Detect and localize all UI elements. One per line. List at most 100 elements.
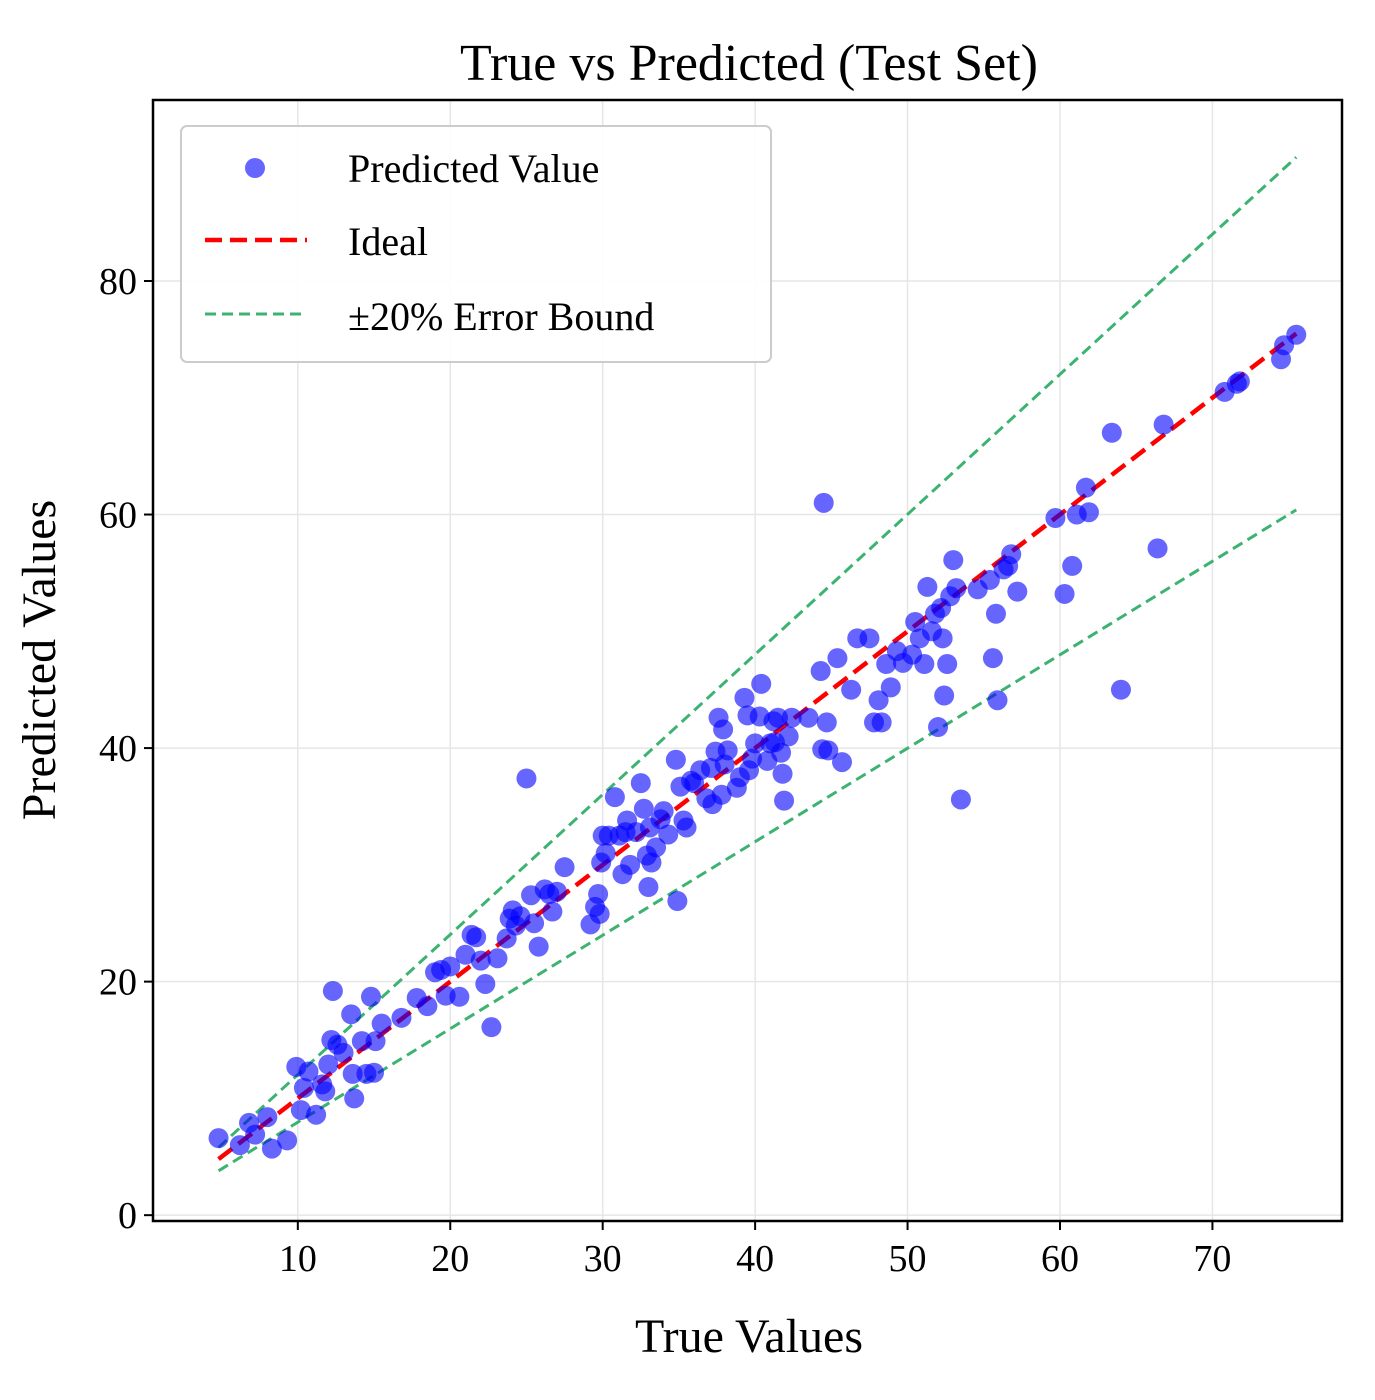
data-point bbox=[932, 628, 953, 649]
data-point bbox=[391, 1007, 412, 1028]
data-point bbox=[667, 891, 688, 912]
data-point bbox=[1147, 538, 1168, 559]
legend-label-points: Predicted Value bbox=[348, 146, 599, 191]
x-axis-label: True Values bbox=[635, 1310, 863, 1363]
data-point bbox=[257, 1107, 278, 1128]
data-point bbox=[818, 740, 839, 761]
data-point bbox=[633, 798, 654, 819]
data-point bbox=[318, 1054, 339, 1075]
data-point bbox=[641, 852, 662, 873]
data-point bbox=[371, 1013, 392, 1034]
data-point bbox=[1229, 371, 1250, 392]
data-point bbox=[1045, 508, 1066, 529]
data-point bbox=[781, 707, 802, 728]
data-point bbox=[1101, 422, 1122, 443]
data-point bbox=[298, 1061, 319, 1082]
data-point bbox=[646, 837, 667, 858]
data-point bbox=[937, 654, 958, 675]
data-point bbox=[604, 787, 625, 808]
data-point bbox=[595, 843, 616, 864]
data-point bbox=[774, 790, 795, 811]
data-point bbox=[905, 611, 926, 632]
data-point bbox=[589, 903, 610, 924]
legend-label-bound: ±20% Error Bound bbox=[348, 294, 654, 339]
data-point bbox=[588, 884, 609, 905]
data-point bbox=[315, 1081, 336, 1102]
data-point bbox=[713, 719, 734, 740]
data-point bbox=[449, 986, 470, 1007]
data-point bbox=[630, 773, 651, 794]
data-point bbox=[277, 1130, 298, 1151]
data-point bbox=[917, 576, 938, 597]
x-tick-label: 40 bbox=[736, 1238, 774, 1280]
x-tick-label: 70 bbox=[1193, 1238, 1231, 1280]
data-point bbox=[417, 996, 438, 1017]
data-point bbox=[816, 712, 837, 733]
chart-title: True vs Predicted (Test Set) bbox=[460, 35, 1038, 92]
data-point bbox=[979, 569, 1000, 590]
data-point bbox=[470, 950, 491, 971]
data-point bbox=[1007, 581, 1028, 602]
data-point bbox=[1153, 414, 1174, 435]
data-point bbox=[734, 687, 755, 708]
data-point bbox=[466, 927, 487, 948]
data-point bbox=[1286, 324, 1307, 345]
data-point bbox=[487, 948, 508, 969]
x-tick-label: 20 bbox=[431, 1238, 469, 1280]
data-point bbox=[653, 801, 674, 822]
data-point bbox=[742, 748, 763, 769]
plot-frame bbox=[151, 98, 1344, 1223]
data-point bbox=[950, 789, 971, 810]
data-point bbox=[832, 752, 853, 773]
data-point bbox=[261, 1138, 282, 1159]
data-point bbox=[1062, 555, 1083, 576]
data-point bbox=[745, 733, 766, 754]
data-point bbox=[771, 742, 792, 763]
data-point bbox=[546, 881, 567, 902]
data-point bbox=[528, 936, 549, 957]
data-point bbox=[322, 980, 343, 1001]
data-point bbox=[351, 1031, 372, 1052]
data-point bbox=[440, 956, 461, 977]
data-point bbox=[827, 648, 848, 669]
x-tick-label: 30 bbox=[584, 1238, 622, 1280]
legend: Predicted Value Ideal ±20% Error Bound bbox=[180, 125, 772, 363]
data-point bbox=[516, 768, 537, 789]
y-axis-label: Predicted Values bbox=[13, 500, 66, 820]
data-point bbox=[290, 1100, 311, 1121]
y-tick-label: 80 bbox=[99, 261, 137, 303]
upper-error-bound-line bbox=[217, 156, 1298, 1149]
x-tick-label: 50 bbox=[889, 1238, 927, 1280]
lower-error-bound-line bbox=[217, 508, 1298, 1173]
data-point bbox=[481, 1017, 502, 1038]
data-point bbox=[208, 1128, 229, 1149]
data-point bbox=[365, 1031, 386, 1052]
data-point bbox=[455, 944, 476, 965]
y-tick-label: 20 bbox=[99, 962, 137, 1004]
data-point bbox=[772, 763, 793, 784]
x-axis-ticks: 10 20 30 40 50 60 70 bbox=[279, 1221, 1231, 1280]
data-points bbox=[208, 324, 1307, 1159]
data-point bbox=[982, 648, 1003, 669]
data-point bbox=[934, 685, 955, 706]
data-point bbox=[868, 690, 889, 711]
data-point bbox=[342, 1063, 363, 1084]
data-point bbox=[985, 603, 1006, 624]
data-point bbox=[554, 857, 575, 878]
data-point bbox=[1001, 544, 1022, 565]
data-point bbox=[928, 717, 949, 738]
data-point bbox=[767, 707, 788, 728]
y-tick-label: 0 bbox=[118, 1195, 137, 1237]
y-tick-label: 40 bbox=[99, 728, 137, 770]
data-point bbox=[333, 1042, 354, 1063]
data-point bbox=[475, 973, 496, 994]
data-point bbox=[813, 492, 834, 513]
data-point bbox=[798, 707, 819, 728]
data-point bbox=[711, 784, 732, 805]
data-point bbox=[542, 901, 563, 922]
data-point bbox=[1078, 502, 1099, 523]
x-tick-label: 60 bbox=[1041, 1238, 1079, 1280]
data-point bbox=[987, 690, 1008, 711]
data-point bbox=[810, 661, 831, 682]
